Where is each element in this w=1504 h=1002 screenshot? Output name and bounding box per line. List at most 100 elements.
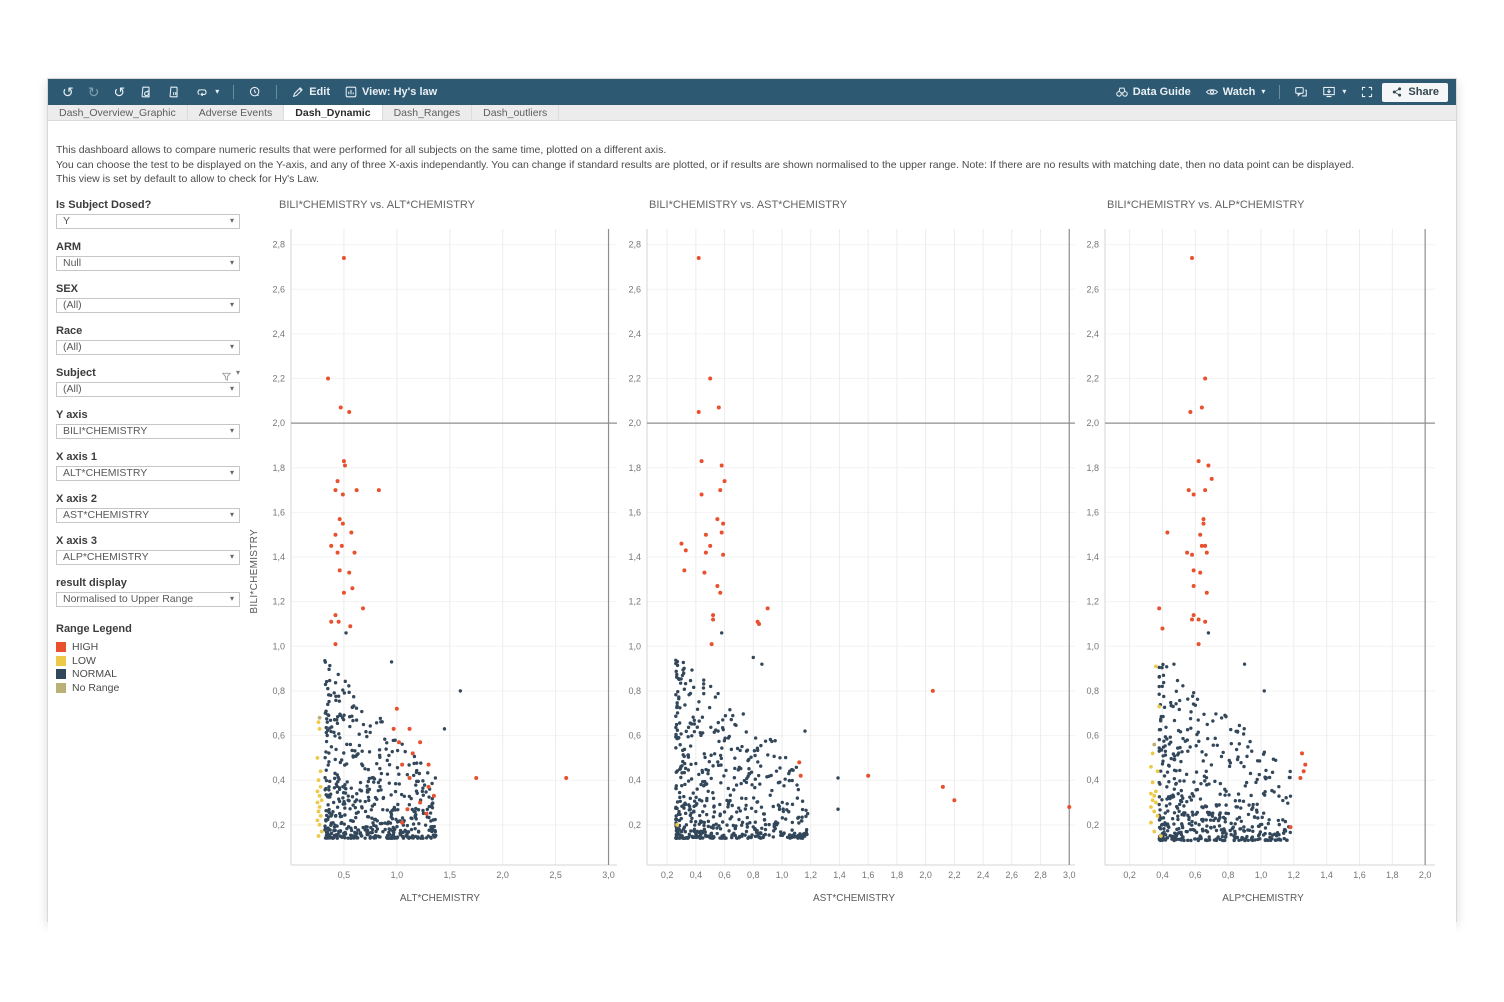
scatter-plot-2[interactable]: 0,2 0,4 0,6 0,8 1,0 1,2 1,4 1,6 1,8 2,0 2,2 2,4 2,6 2…	[625, 215, 1083, 887]
undo-button[interactable]: ↺	[56, 82, 80, 102]
toolbar-right-group: Data Guide Watch ▾ ▾	[1109, 79, 1448, 105]
tab-dash-overview-graphic[interactable]: Dash_Overview_Graphic	[48, 105, 188, 120]
range-legend-title: Range Legend	[56, 622, 132, 635]
filter-y-axis: Y axis BILI*CHEMISTRY ▾	[56, 409, 240, 439]
charts-row: BILI*CHEMISTRY vs. ALT*CHEMISTRY 0,2 0,4 0,…	[255, 199, 1443, 904]
chevron-down-icon: ▾	[229, 552, 234, 561]
svg-text:0,4: 0,4	[1156, 870, 1169, 880]
filter-dropdown-is-subject-dosed-[interactable]: Y ▾	[56, 213, 240, 229]
filter-dropdown-arm[interactable]: Null ▾	[56, 255, 240, 271]
svg-text:2,8: 2,8	[1086, 239, 1099, 249]
filter-dropdown-x-axis-2[interactable]: AST*CHEMISTRY ▾	[56, 507, 240, 523]
scatter-plot-3[interactable]: 0,2 0,4 0,6 0,8 1,0 1,2 1,4 1,6 1,8 2,0 2,2 2,4 2,6 2…	[1083, 215, 1443, 887]
refresh-data-button[interactable]	[133, 82, 159, 102]
filter-dropdown-sex[interactable]: (All) ▾	[56, 297, 240, 313]
filter-dropdown-y-axis[interactable]: BILI*CHEMISTRY ▾	[56, 423, 240, 439]
svg-text:2,4: 2,4	[272, 328, 285, 338]
svg-text:0,4: 0,4	[628, 775, 641, 785]
svg-text:1,0: 1,0	[628, 641, 641, 651]
dropdown-value: ALT*CHEMISTRY	[63, 467, 148, 479]
filter-dropdown-x-axis-3[interactable]: ALP*CHEMISTRY ▾	[56, 549, 240, 565]
filter-label: result display	[56, 576, 127, 589]
filter-menu-caret-icon[interactable]: ▾	[235, 368, 240, 377]
svg-text:0,2: 0,2	[661, 870, 674, 880]
legend-item-no-range[interactable]: No Range	[56, 681, 240, 695]
y-axis-title: BILI*CHEMISTRY	[249, 528, 260, 614]
svg-text:2,6: 2,6	[628, 284, 641, 294]
toolbar-divider	[233, 85, 235, 99]
run-updates-button[interactable]: ▾	[189, 82, 225, 102]
svg-text:0,2: 0,2	[1123, 870, 1136, 880]
chevron-down-icon: ▾	[229, 594, 234, 603]
data-guide-button[interactable]: Data Guide	[1109, 82, 1197, 102]
svg-text:1,0: 1,0	[1086, 641, 1099, 651]
svg-text:0,6: 0,6	[1189, 870, 1202, 880]
chevron-down-icon: ▾	[229, 468, 234, 477]
chevron-down-icon: ▾	[229, 216, 234, 225]
svg-text:0,5: 0,5	[338, 870, 351, 880]
svg-text:2,4: 2,4	[1086, 328, 1099, 338]
filter-funnel-icon[interactable]	[221, 368, 232, 381]
legend-item-normal[interactable]: NORMAL	[56, 668, 240, 682]
refresh-data-icon	[141, 86, 150, 98]
svg-text:1,0: 1,0	[1255, 870, 1268, 880]
legend-label: LOW	[72, 654, 96, 667]
svg-text:2,8: 2,8	[1034, 870, 1047, 880]
filter-result-display: result display Normalised to Upper Range ▾	[56, 577, 240, 607]
view-button[interactable]: View: Hy's law	[338, 82, 443, 102]
pause-updates-button[interactable]	[161, 82, 187, 102]
filter-x-axis-3: X axis 3 ALP*CHEMISTRY ▾	[56, 535, 240, 565]
dropdown-value: BILI*CHEMISTRY	[63, 425, 148, 437]
svg-text:1,4: 1,4	[628, 552, 641, 562]
svg-text:0,2: 0,2	[272, 819, 285, 829]
tab-dash-outliers[interactable]: Dash_outliers	[472, 105, 560, 120]
tab-dash-dynamic[interactable]: Dash_Dynamic	[284, 105, 383, 120]
svg-text:2,0: 2,0	[1086, 418, 1099, 428]
chart-block-3: BILI*CHEMISTRY vs. ALP*CHEMISTRY 0,2 0,4 0,…	[1083, 199, 1443, 904]
legend-swatch	[56, 682, 66, 693]
legend-item-high[interactable]: HIGH	[56, 641, 240, 655]
watch-label: Watch	[1222, 86, 1256, 98]
svg-text:2,2: 2,2	[272, 373, 285, 383]
alerts-button[interactable]	[242, 82, 268, 102]
legend-label: No Range	[72, 681, 120, 694]
legend-item-low[interactable]: LOW	[56, 654, 240, 668]
svg-text:1,2: 1,2	[272, 596, 285, 606]
dashboard-body: Is Subject Dosed? Y ▾ ARM Null ▾ SEX (All) ▾ Race…	[48, 199, 1456, 904]
svg-text:2,0: 2,0	[919, 870, 932, 880]
tab-adverse-events[interactable]: Adverse Events	[188, 105, 285, 120]
filter-dropdown-result-display[interactable]: Normalised to Upper Range ▾	[56, 591, 240, 607]
filter-dropdown-race[interactable]: (All) ▾	[56, 339, 240, 355]
comments-button[interactable]	[1288, 82, 1314, 102]
share-button[interactable]: Share	[1382, 82, 1448, 102]
edit-pencil-icon	[293, 87, 304, 98]
scatter-plot-1[interactable]: 0,2 0,4 0,6 0,8 1,0 1,2 1,4 1,6 1,8 2,0 2,2 2,4 2,6 2…	[255, 215, 625, 887]
dropdown-value: AST*CHEMISTRY	[63, 509, 150, 521]
svg-text:2,8: 2,8	[272, 239, 285, 249]
revert-button[interactable]: ↺	[107, 82, 131, 102]
dropdown-value: (All)	[63, 341, 82, 353]
svg-text:1,2: 1,2	[628, 596, 641, 606]
fullscreen-button[interactable]	[1354, 82, 1380, 102]
svg-text:1,0: 1,0	[391, 870, 404, 880]
watch-button[interactable]: Watch ▾	[1199, 82, 1272, 102]
filter-label: X axis 1	[56, 450, 97, 463]
x-axis-title: ALP*CHEMISTRY	[1222, 892, 1304, 904]
legend-swatch	[56, 642, 66, 653]
svg-text:2,0: 2,0	[628, 418, 641, 428]
filter-arm: ARM Null ▾	[56, 241, 240, 271]
filter-dropdown-x-axis-1[interactable]: ALT*CHEMISTRY ▾	[56, 465, 240, 481]
svg-text:0,6: 0,6	[272, 730, 285, 740]
edit-button[interactable]: Edit	[285, 82, 336, 102]
tab-dash-ranges[interactable]: Dash_Ranges	[383, 105, 473, 120]
download-button[interactable]: ▾	[1316, 82, 1352, 102]
alerts-icon	[250, 86, 260, 97]
filter-x-axis-1: X axis 1 ALT*CHEMISTRY ▾	[56, 451, 240, 481]
filter-dropdown-subject[interactable]: (All) ▾	[56, 381, 240, 397]
svg-text:1,2: 1,2	[1086, 596, 1099, 606]
redo-button[interactable]: ↻	[82, 82, 106, 102]
chevron-down-icon: ▾	[229, 510, 234, 519]
dashboard-description: This dashboard allows to compare numeric…	[56, 143, 1456, 187]
legend-swatch	[56, 669, 66, 680]
chart-block-1: BILI*CHEMISTRY vs. ALT*CHEMISTRY 0,2 0,4 0,…	[255, 199, 625, 904]
